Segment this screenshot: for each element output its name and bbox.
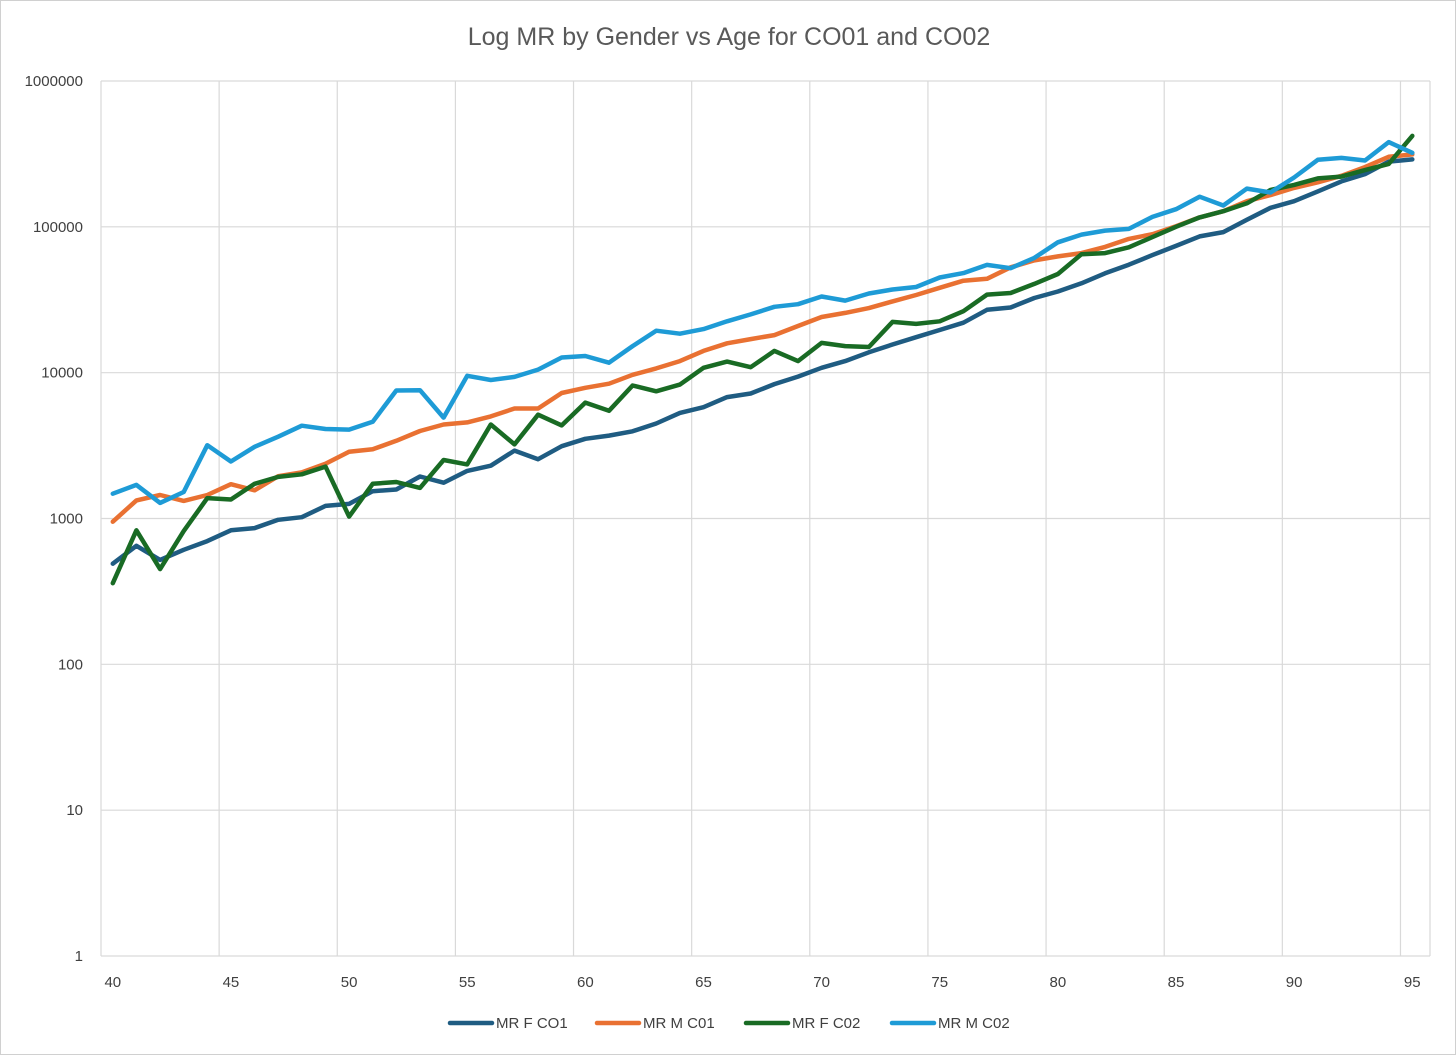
x-tick-label: 85 [1168, 974, 1185, 991]
x-tick-label: 90 [1286, 974, 1303, 991]
series-lines [110, 133, 1415, 586]
series-line-3 [110, 133, 1415, 586]
x-tick-label: 75 [931, 974, 948, 991]
x-tick-label: 80 [1050, 974, 1067, 991]
series-line-4 [110, 139, 1415, 506]
y-tick-label: 1000000 [25, 73, 83, 90]
series-line-1 [110, 157, 1415, 566]
y-tick-label: 1000 [50, 511, 83, 528]
x-tick-label: 50 [341, 974, 358, 991]
x-tick-label: 55 [459, 974, 476, 991]
y-tick-label: 10000 [41, 365, 83, 382]
legend: MR F CO1 MR M C01 MR F C02 MR M C02 [447, 1015, 1010, 1032]
y-tick-label: 100000 [33, 219, 83, 236]
x-tick-label: 65 [695, 974, 712, 991]
legend-label: MR M C02 [938, 1015, 1010, 1032]
y-tick-label: 10 [66, 802, 83, 819]
x-tick-label: 60 [577, 974, 594, 991]
legend-label: MR M C01 [643, 1015, 715, 1032]
y-tick-label: 100 [58, 656, 83, 673]
chart-title: Log MR by Gender vs Age for CO01 and CO0… [468, 23, 991, 51]
y-axis-tick-labels: 1 10 100 1000 10000 100000 1000000 [25, 73, 83, 965]
x-tick-label: 95 [1404, 974, 1421, 991]
y-tick-label: 1 [75, 948, 83, 965]
x-tick-label: 40 [104, 974, 121, 991]
legend-label: MR F C02 [792, 1015, 860, 1032]
gridlines [100, 80, 1431, 957]
series-line-2 [110, 152, 1415, 524]
legend-label: MR F CO1 [496, 1015, 568, 1032]
x-axis-tick-labels: 40 45 50 55 60 65 70 75 80 85 90 95 [104, 974, 1420, 991]
x-tick-label: 45 [223, 974, 240, 991]
x-tick-label: 70 [813, 974, 830, 991]
